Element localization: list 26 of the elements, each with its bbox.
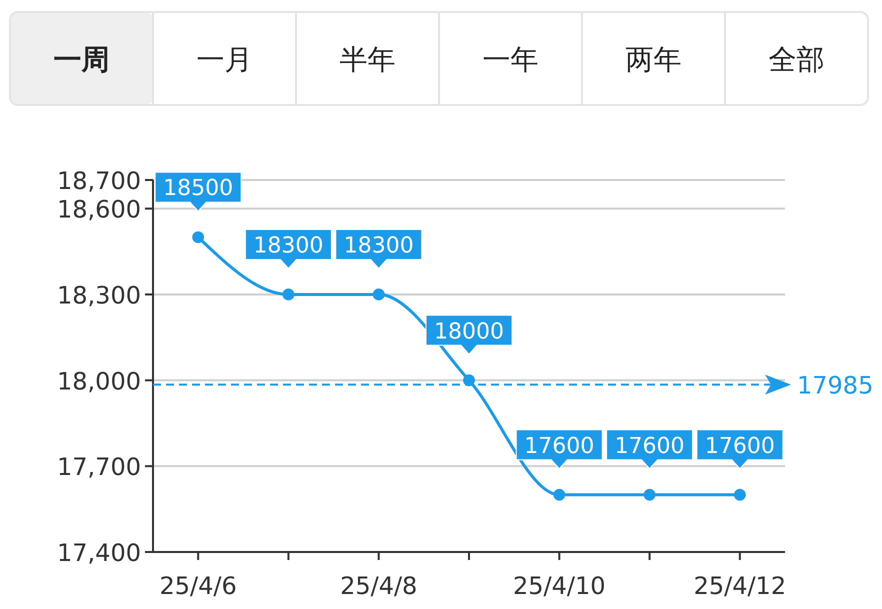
data-label: 18500	[163, 176, 234, 202]
x-tick-label: 25/4/12	[694, 572, 786, 600]
y-tick-label: 18,600	[57, 196, 141, 224]
data-label: 18300	[344, 233, 414, 258]
point	[463, 374, 475, 386]
data-label: 18300	[253, 233, 324, 258]
point	[282, 288, 294, 300]
x-tick-label: 25/4/6	[160, 572, 237, 600]
data-label: 17600	[704, 434, 775, 459]
point	[372, 288, 385, 300]
y-tick-label: 18,300	[57, 281, 141, 310]
data-label: 17600	[614, 434, 685, 459]
point	[192, 231, 204, 244]
tab-bar: 一周 一月 半年 一年 两年 全部	[9, 11, 869, 106]
data-label: 18000	[434, 319, 504, 344]
point	[734, 488, 746, 501]
y-tick-label: 18,700	[57, 167, 141, 195]
ref-line-label: 17985	[797, 372, 874, 400]
y-tick-label: 18,000	[57, 367, 141, 396]
y-tick-label: 17,400	[57, 539, 141, 567]
x-tick-label: 25/4/8	[340, 572, 418, 600]
point	[644, 488, 656, 501]
y-tick-label: 17,700	[57, 453, 141, 482]
data-label: 17600	[524, 434, 594, 459]
x-tick-label: 25/4/10	[513, 572, 606, 600]
point	[553, 488, 566, 501]
